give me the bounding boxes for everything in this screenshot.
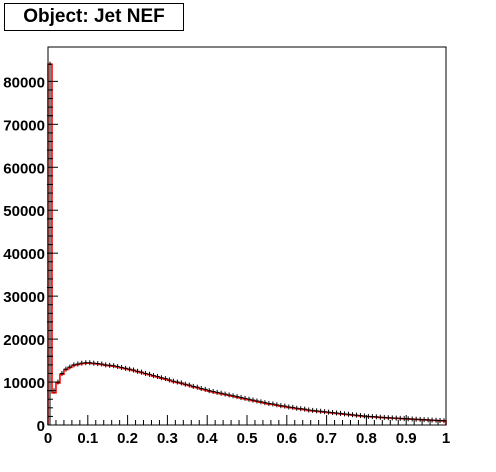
y-tick-label: 50000 — [3, 203, 45, 220]
x-tick-label: 0 — [44, 430, 52, 447]
y-tick-label: 30000 — [3, 289, 45, 306]
y-tick-label: 80000 — [3, 74, 45, 91]
plot-frame — [47, 46, 447, 426]
y-tick-label: 70000 — [3, 117, 45, 134]
series-red-step — [47, 63, 447, 425]
y-tick-label: 20000 — [3, 332, 45, 349]
x-axis-tick-labels: 0 0.1 0.2 0.3 0.4 0.5 0.6 0.7 0.8 0.9 1 — [44, 430, 450, 447]
x-tick-label: 0.4 — [197, 430, 219, 447]
series-black-errorbars — [47, 61, 446, 425]
x-tick-label: 0.2 — [117, 430, 138, 447]
x-tick-label: 0.1 — [77, 430, 98, 447]
axis-ticks — [47, 80, 447, 426]
y-tick-label: 0 — [37, 418, 45, 435]
y-tick-label: 10000 — [3, 375, 45, 392]
x-tick-label: 0.8 — [356, 430, 377, 447]
series-red-step-line — [47, 63, 447, 425]
x-tick-label: 0.3 — [157, 430, 178, 447]
x-tick-label: 0.9 — [396, 430, 417, 447]
x-tick-label: 0.7 — [316, 430, 337, 447]
x-tick-label: 1 — [442, 430, 450, 447]
y-tick-label: 40000 — [3, 246, 45, 263]
y-axis-tick-labels: 0 10000 20000 30000 40000 50000 60000 70000 8000… — [3, 74, 45, 435]
x-tick-label: 0.5 — [237, 430, 258, 447]
chart-title: Object: Jet NEF — [4, 3, 184, 31]
y-tick-label: 60000 — [3, 160, 45, 177]
x-tick-label: 0.6 — [276, 430, 297, 447]
